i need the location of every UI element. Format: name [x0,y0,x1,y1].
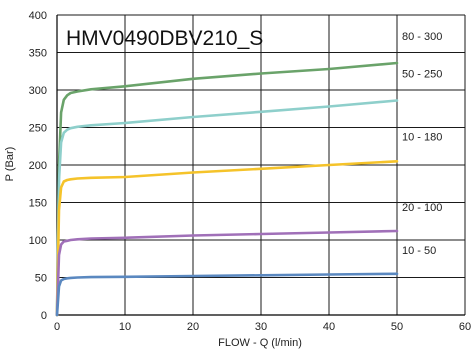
y-tick-label: 300 [29,85,47,97]
series-label-2: 50 - 250 [402,69,442,81]
x-axis-title: FLOW - Q (l/min) [218,337,302,349]
series-line-3 [55,160,399,317]
y-tick-label: 0 [41,310,47,322]
x-tick-label: 50 [391,321,403,333]
x-tick-label: 10 [119,321,131,333]
y-tick-label: 100 [29,235,47,247]
series-label-4: 20 - 100 [402,202,442,214]
y-tick-label: 400 [29,10,47,22]
y-tick-label: 200 [29,160,47,172]
chart-title: HMV0490DBV210_S [66,27,263,50]
y-tick-label: 50 [35,273,47,285]
x-tick-label: 0 [54,321,60,333]
x-tick-label: 30 [255,321,267,333]
series-line-5 [55,272,399,317]
series-line-4 [55,229,399,317]
x-tick-label: 20 [187,321,199,333]
series-label-1: 80 - 300 [402,31,442,43]
series-label-3: 10 - 180 [402,131,442,143]
series-labels: 80 - 300 50 - 250 10 - 180 20 - 100 10 - 50 [402,31,442,257]
tick-labels: 0 50 100 150 200 250 300 350 400 0 10 20 30 40 50 60 [29,10,471,333]
x-tick-label: 40 [323,321,335,333]
series-lines [55,61,399,317]
y-tick-label: 350 [29,48,47,60]
series-line-1 [55,61,399,317]
y-axis-title: P (Bar) [4,147,16,182]
x-tick-label: 60 [459,321,471,333]
series-line-2 [55,99,399,317]
y-tick-label: 250 [29,123,47,135]
y-tick-label: 150 [29,198,47,210]
series-label-5: 10 - 50 [402,245,436,257]
